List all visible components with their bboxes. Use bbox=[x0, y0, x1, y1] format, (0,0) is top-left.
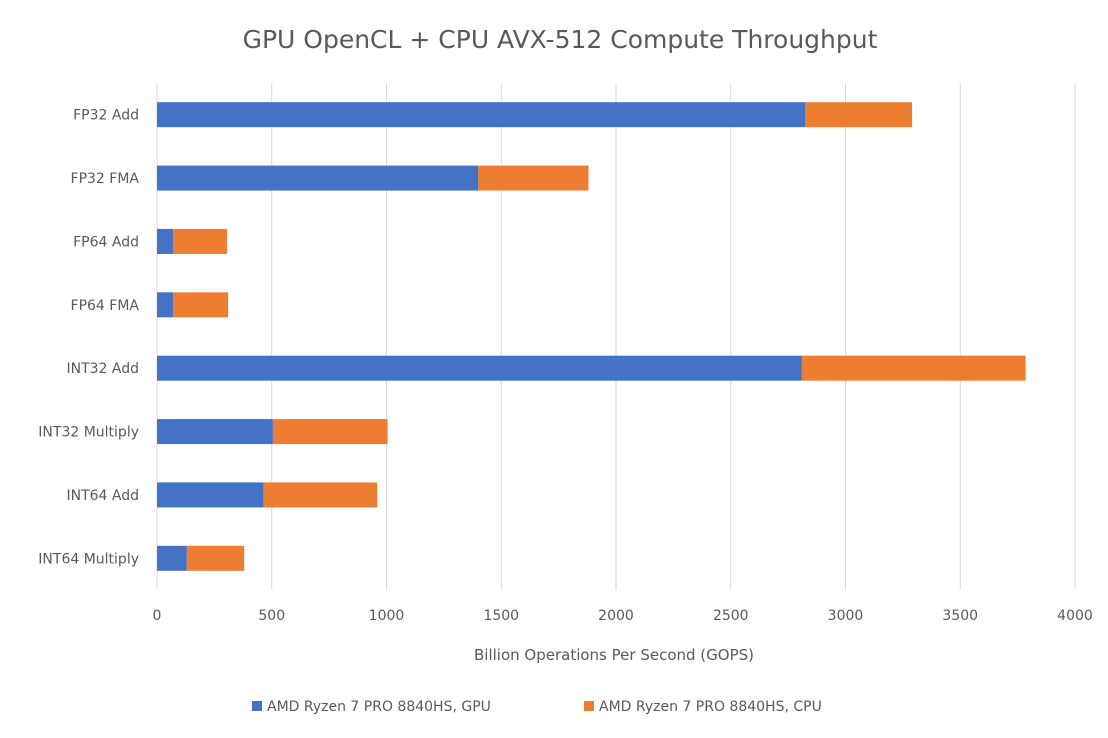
x-tick-label: 1000 bbox=[369, 608, 405, 624]
bar-cpu bbox=[801, 355, 1026, 381]
bar-cpu bbox=[272, 419, 388, 445]
x-tick-label: 2000 bbox=[598, 608, 634, 624]
bar-gpu bbox=[157, 165, 479, 191]
legend-swatch bbox=[252, 701, 262, 711]
bars bbox=[157, 102, 1026, 571]
x-axis-title: Billion Operations Per Second (GOPS) bbox=[474, 646, 754, 664]
x-tick-label: 3000 bbox=[828, 608, 864, 624]
bar-gpu bbox=[157, 292, 174, 318]
gridlines bbox=[156, 83, 1076, 590]
bar-cpu bbox=[263, 482, 378, 508]
x-tick-label: 4000 bbox=[1057, 608, 1093, 624]
bar-gpu bbox=[157, 545, 187, 571]
legend: AMD Ryzen 7 PRO 8840HS, GPU AMD Ryzen 7 P… bbox=[252, 699, 822, 715]
bar-cpu bbox=[173, 228, 227, 254]
legend-label: AMD Ryzen 7 PRO 8840HS, CPU bbox=[599, 699, 822, 715]
bar-gpu bbox=[157, 355, 802, 381]
bar-gpu bbox=[157, 102, 806, 128]
category-label: INT32 Add bbox=[66, 361, 139, 377]
bar-gpu bbox=[157, 419, 273, 445]
x-tick-label: 500 bbox=[258, 608, 285, 624]
category-label: FP64 Add bbox=[73, 234, 139, 250]
x-tick-label: 0 bbox=[153, 608, 162, 624]
bar-gpu bbox=[157, 228, 174, 254]
chart-title: GPU OpenCL + CPU AVX-512 Compute Through… bbox=[243, 25, 878, 54]
category-label: INT32 Multiply bbox=[38, 425, 139, 441]
bar-cpu bbox=[478, 165, 589, 191]
legend-swatch bbox=[584, 701, 594, 711]
category-label: INT64 Add bbox=[66, 488, 139, 504]
bar-cpu bbox=[186, 545, 245, 571]
category-labels: FP32 Add FP32 FMA FP64 Add FP64 FMA INT32 Ad… bbox=[38, 108, 139, 568]
bar-cpu bbox=[805, 102, 913, 128]
x-tick-labels: 0 500 1000 1500 2000 2500 3000 3500 4000 bbox=[153, 608, 1093, 624]
bar-gpu bbox=[157, 482, 264, 508]
x-tick-label: 1500 bbox=[483, 608, 519, 624]
category-label: FP64 FMA bbox=[71, 298, 140, 314]
category-label: FP32 Add bbox=[73, 108, 139, 124]
category-label: INT64 Multiply bbox=[38, 551, 139, 567]
legend-label: AMD Ryzen 7 PRO 8840HS, GPU bbox=[267, 699, 491, 715]
x-tick-label: 2500 bbox=[713, 608, 749, 624]
bar-cpu bbox=[173, 292, 229, 318]
category-label: FP32 FMA bbox=[71, 171, 140, 187]
x-tick-label: 3500 bbox=[942, 608, 978, 624]
